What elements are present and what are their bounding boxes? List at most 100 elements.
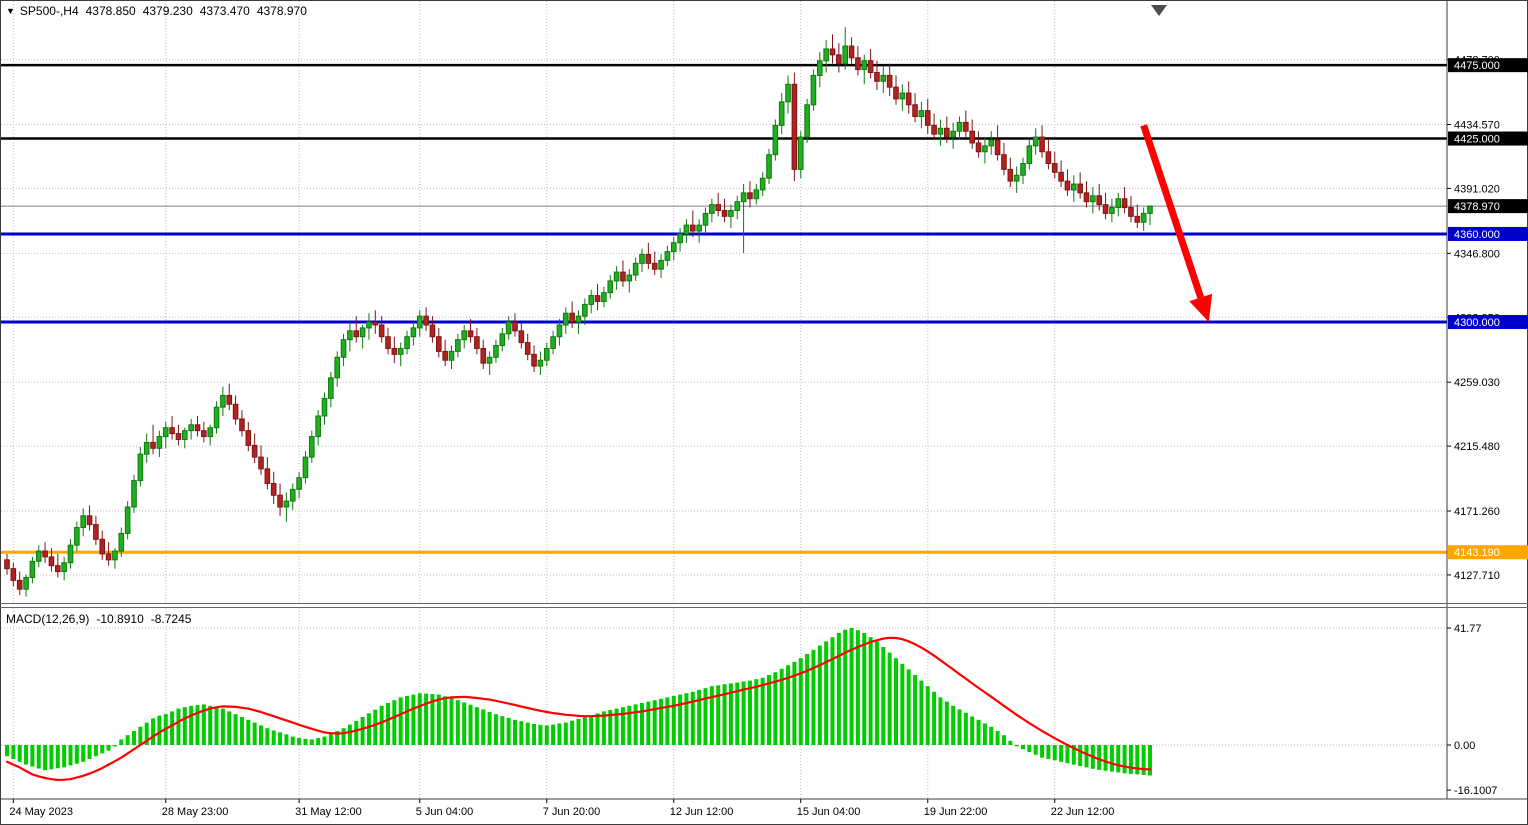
macd-histogram-bar bbox=[87, 745, 92, 759]
macd-histogram-bar bbox=[106, 745, 111, 751]
price-tick-label: 4171.260 bbox=[1454, 506, 1500, 518]
macd-histogram-bar bbox=[81, 745, 86, 762]
macd-histogram-bar bbox=[741, 681, 746, 745]
macd-histogram-bar bbox=[271, 730, 276, 745]
candle-bull bbox=[810, 74, 817, 106]
macd-histogram-bar bbox=[366, 713, 371, 745]
candle-bull bbox=[309, 436, 315, 458]
ohlc-close: 4378.970 bbox=[256, 4, 307, 18]
macd-histogram-bar bbox=[849, 627, 854, 745]
macd-histogram-bar bbox=[220, 708, 225, 745]
trend-arrow-head[interactable] bbox=[1189, 293, 1213, 323]
macd-histogram-bar bbox=[1046, 745, 1051, 759]
chart-shift-marker[interactable] bbox=[1151, 5, 1167, 16]
candle-bear bbox=[1077, 183, 1083, 194]
macd-histogram-bar bbox=[722, 684, 727, 745]
macd-histogram-bar bbox=[474, 707, 479, 745]
macd-histogram-bar bbox=[659, 698, 664, 745]
trend-arrow-shaft[interactable] bbox=[1140, 124, 1205, 299]
candle-bull bbox=[289, 488, 296, 502]
candle-bull bbox=[302, 456, 309, 479]
candle-bull bbox=[804, 104, 810, 138]
candle-bear bbox=[1128, 207, 1134, 217]
macd-histogram-bar bbox=[900, 663, 905, 745]
macd-histogram-bar bbox=[1021, 745, 1025, 750]
candle-bull bbox=[1013, 174, 1020, 182]
candle-bear bbox=[378, 324, 385, 338]
candle-bear bbox=[975, 142, 982, 153]
candle-bear bbox=[829, 48, 836, 56]
macd-histogram-bar bbox=[601, 711, 606, 745]
macd-histogram-bar bbox=[881, 647, 886, 745]
candle-bull bbox=[772, 124, 779, 156]
macd-histogram-bar bbox=[481, 709, 486, 745]
time-axis[interactable]: 24 May 2023 28 May 23:00 31 May 12:00 5 Jun… bbox=[9, 799, 1114, 818]
candle-bull bbox=[1032, 136, 1039, 147]
candle-bull bbox=[416, 315, 423, 329]
macd-histogram-bar bbox=[392, 700, 397, 745]
macd-histogram-bar bbox=[373, 709, 378, 745]
macd-histogram-bar bbox=[576, 718, 581, 745]
candle-bear bbox=[48, 556, 55, 567]
candle-bull bbox=[937, 127, 944, 135]
macd-histogram-bar bbox=[652, 700, 657, 745]
candle-bull bbox=[632, 262, 639, 276]
macd-histogram-bar bbox=[798, 658, 803, 745]
candle-bear bbox=[905, 92, 912, 106]
macd-signal-line bbox=[5, 636, 1152, 782]
candle-bear bbox=[86, 515, 93, 526]
trend-arrow[interactable] bbox=[1140, 124, 1213, 323]
candle-bull bbox=[410, 327, 417, 338]
candle-bear bbox=[594, 295, 601, 302]
candle-bear bbox=[1121, 198, 1128, 209]
macd-histogram-bar bbox=[303, 738, 308, 745]
macd-histogram-bar bbox=[830, 637, 835, 745]
macd-histogram-bar bbox=[252, 722, 257, 745]
level-badge-4300.000-bg bbox=[1448, 315, 1528, 330]
macd-histogram-bar bbox=[754, 679, 759, 745]
macd-histogram-bar bbox=[697, 689, 702, 745]
macd-histogram-bar bbox=[544, 725, 549, 745]
candle-bull bbox=[817, 60, 823, 76]
macd-histogram-bar bbox=[595, 713, 600, 745]
candle-bear bbox=[16, 579, 23, 590]
macd-histogram-bar bbox=[551, 724, 556, 745]
price-chart-plot-area[interactable] bbox=[0, 0, 1447, 603]
candle-bear bbox=[867, 60, 874, 73]
macd-histogram-bar bbox=[716, 685, 721, 745]
candle-bull bbox=[861, 60, 868, 71]
candle-bull bbox=[347, 330, 353, 341]
candle-bull bbox=[131, 480, 137, 508]
candle-bear bbox=[169, 427, 175, 435]
candle-bear bbox=[1001, 154, 1007, 170]
symbol-timeframe: SP500-,H4 bbox=[19, 4, 79, 18]
candle-bear bbox=[245, 430, 252, 446]
macd-histogram-bar bbox=[100, 745, 105, 754]
candle-bear bbox=[10, 568, 17, 581]
candle-bull bbox=[563, 312, 569, 326]
candle-bull bbox=[23, 576, 29, 590]
macd-histogram-bar bbox=[436, 694, 441, 745]
macd-histogram-bar bbox=[862, 633, 867, 745]
candle-bull bbox=[982, 145, 988, 153]
macd-axis[interactable]: 41.77 0.00 -16.1007 bbox=[1447, 623, 1497, 797]
candle-bull bbox=[683, 224, 690, 235]
candle-bull bbox=[455, 339, 461, 352]
price-tick-label: 4434.570 bbox=[1454, 119, 1500, 131]
candle-bear bbox=[277, 494, 283, 508]
price-axis[interactable]: 4478.7004434.5704391.0204346.8004303.250… bbox=[1447, 55, 1500, 582]
macd-histogram-bar bbox=[1116, 745, 1121, 773]
candle-bear bbox=[429, 324, 436, 338]
time-tick-label: 22 Jun 12:00 bbox=[1051, 806, 1115, 818]
candle-bull bbox=[734, 201, 741, 211]
macd-histogram-bar bbox=[189, 705, 194, 745]
candle-bull bbox=[823, 48, 829, 62]
candle-bear bbox=[239, 418, 245, 432]
macd-histogram-bar bbox=[951, 705, 956, 745]
candle-bull bbox=[988, 139, 995, 147]
macd-histogram-bar bbox=[709, 686, 714, 745]
macd-histogram-bar bbox=[443, 696, 448, 745]
candle-bear bbox=[442, 350, 448, 361]
